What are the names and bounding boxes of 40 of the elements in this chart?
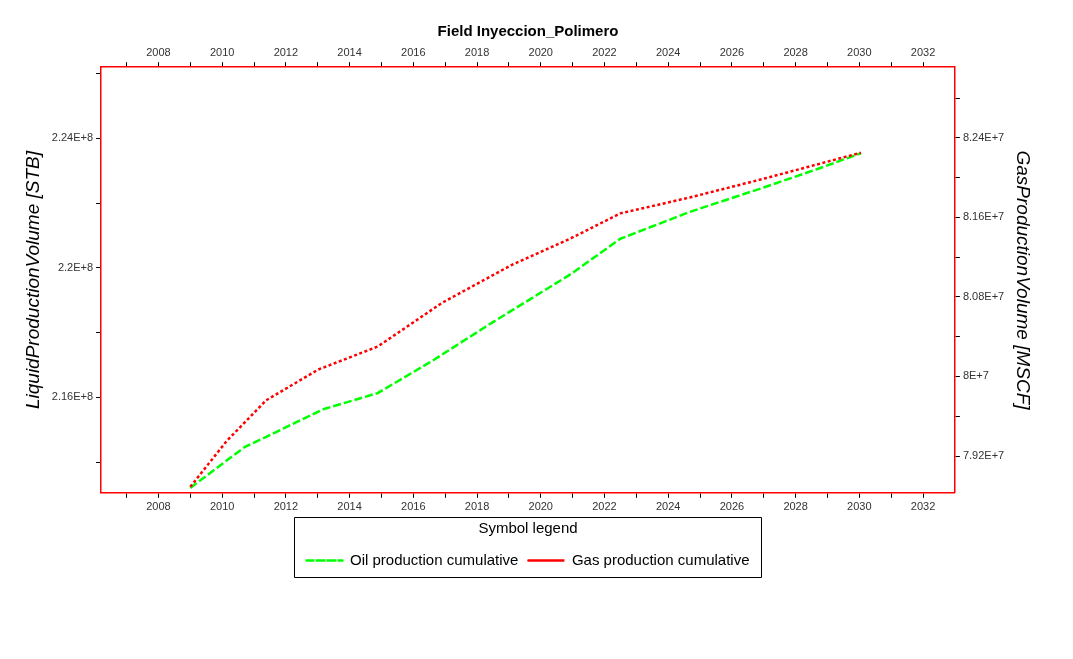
x-tick-label: 2030 [847,500,872,513]
x2-tick-label: 2016 [401,45,426,58]
x2-tick-label: 2012 [273,45,299,58]
x2-tick-label: 2024 [655,45,681,58]
y-tick-label: 2.16E+8 [51,390,94,403]
legend-label: Oil production cumulative [350,550,519,568]
x2-tick-label: 2018 [464,45,490,58]
x-tick-label: 2028 [783,500,808,513]
x-tick-label: 2032 [910,500,936,513]
x-tick-label: 2010 [209,500,235,513]
x-tick-label: 2016 [401,500,426,513]
x-tick-label: 2008 [146,500,171,513]
y2-tick-label: 8.24E+7 [962,130,1005,143]
y2-tick-label: 8.16E+7 [962,210,1005,223]
y2-tick-label: 8E+7 [962,369,989,382]
y2-axis-title: GasProductionVolume [MSCF] [1013,150,1035,411]
x-tick-label: 2022 [592,500,617,513]
x2-tick-label: 2014 [337,45,362,58]
x2-tick-label: 2010 [209,45,235,58]
x2-tick-label: 2026 [719,45,745,58]
x-tick-label: 2014 [337,500,362,513]
x-tick-label: 2026 [719,500,745,513]
x-tick-label: 2020 [528,500,553,513]
legend-title: Symbol legend [478,518,578,536]
x2-tick-label: 2030 [847,45,872,58]
y2-tick-label: 8.08E+7 [962,289,1005,302]
x2-tick-label: 2028 [783,45,808,58]
x2-tick-label: 2020 [528,45,553,58]
x-tick-label: 2024 [655,500,681,513]
chart-title: Field Inyeccion_Polimero [437,22,619,40]
x-tick-label: 2018 [464,500,490,513]
y-tick-label: 2.2E+8 [57,260,94,273]
y2-tick-label: 7.92E+7 [962,449,1005,462]
x2-tick-label: 2022 [592,45,617,58]
y-axis-title: LiquidProductionVolume [STB] [21,150,43,410]
legend-label: Gas production cumulative [571,550,750,568]
x2-tick-label: 2032 [910,45,936,58]
x-tick-label: 2012 [273,500,299,513]
x2-tick-label: 2008 [146,45,171,58]
y-tick-label: 2.24E+8 [51,131,94,144]
